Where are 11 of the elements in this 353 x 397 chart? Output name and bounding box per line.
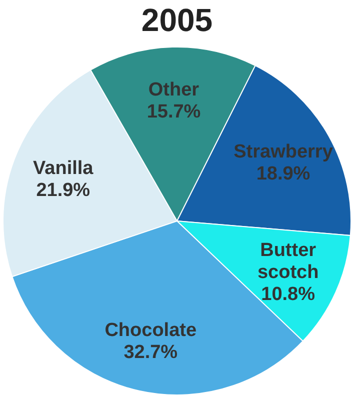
slice-label: Butter scotch [257,240,319,283]
slice-label: Chocolate [104,320,197,341]
data-label: 21.9% [36,180,90,201]
slice-label: Other [148,79,200,100]
data-label: 15.7% [146,101,201,122]
data-label: 10.8% [261,284,316,305]
slice-label: Strawberry [234,141,334,162]
data-label: 18.9% [256,163,310,184]
chart-title: 2005 [141,2,213,38]
slice-label: Vanilla [33,158,94,179]
data-label: 32.7% [124,342,178,363]
